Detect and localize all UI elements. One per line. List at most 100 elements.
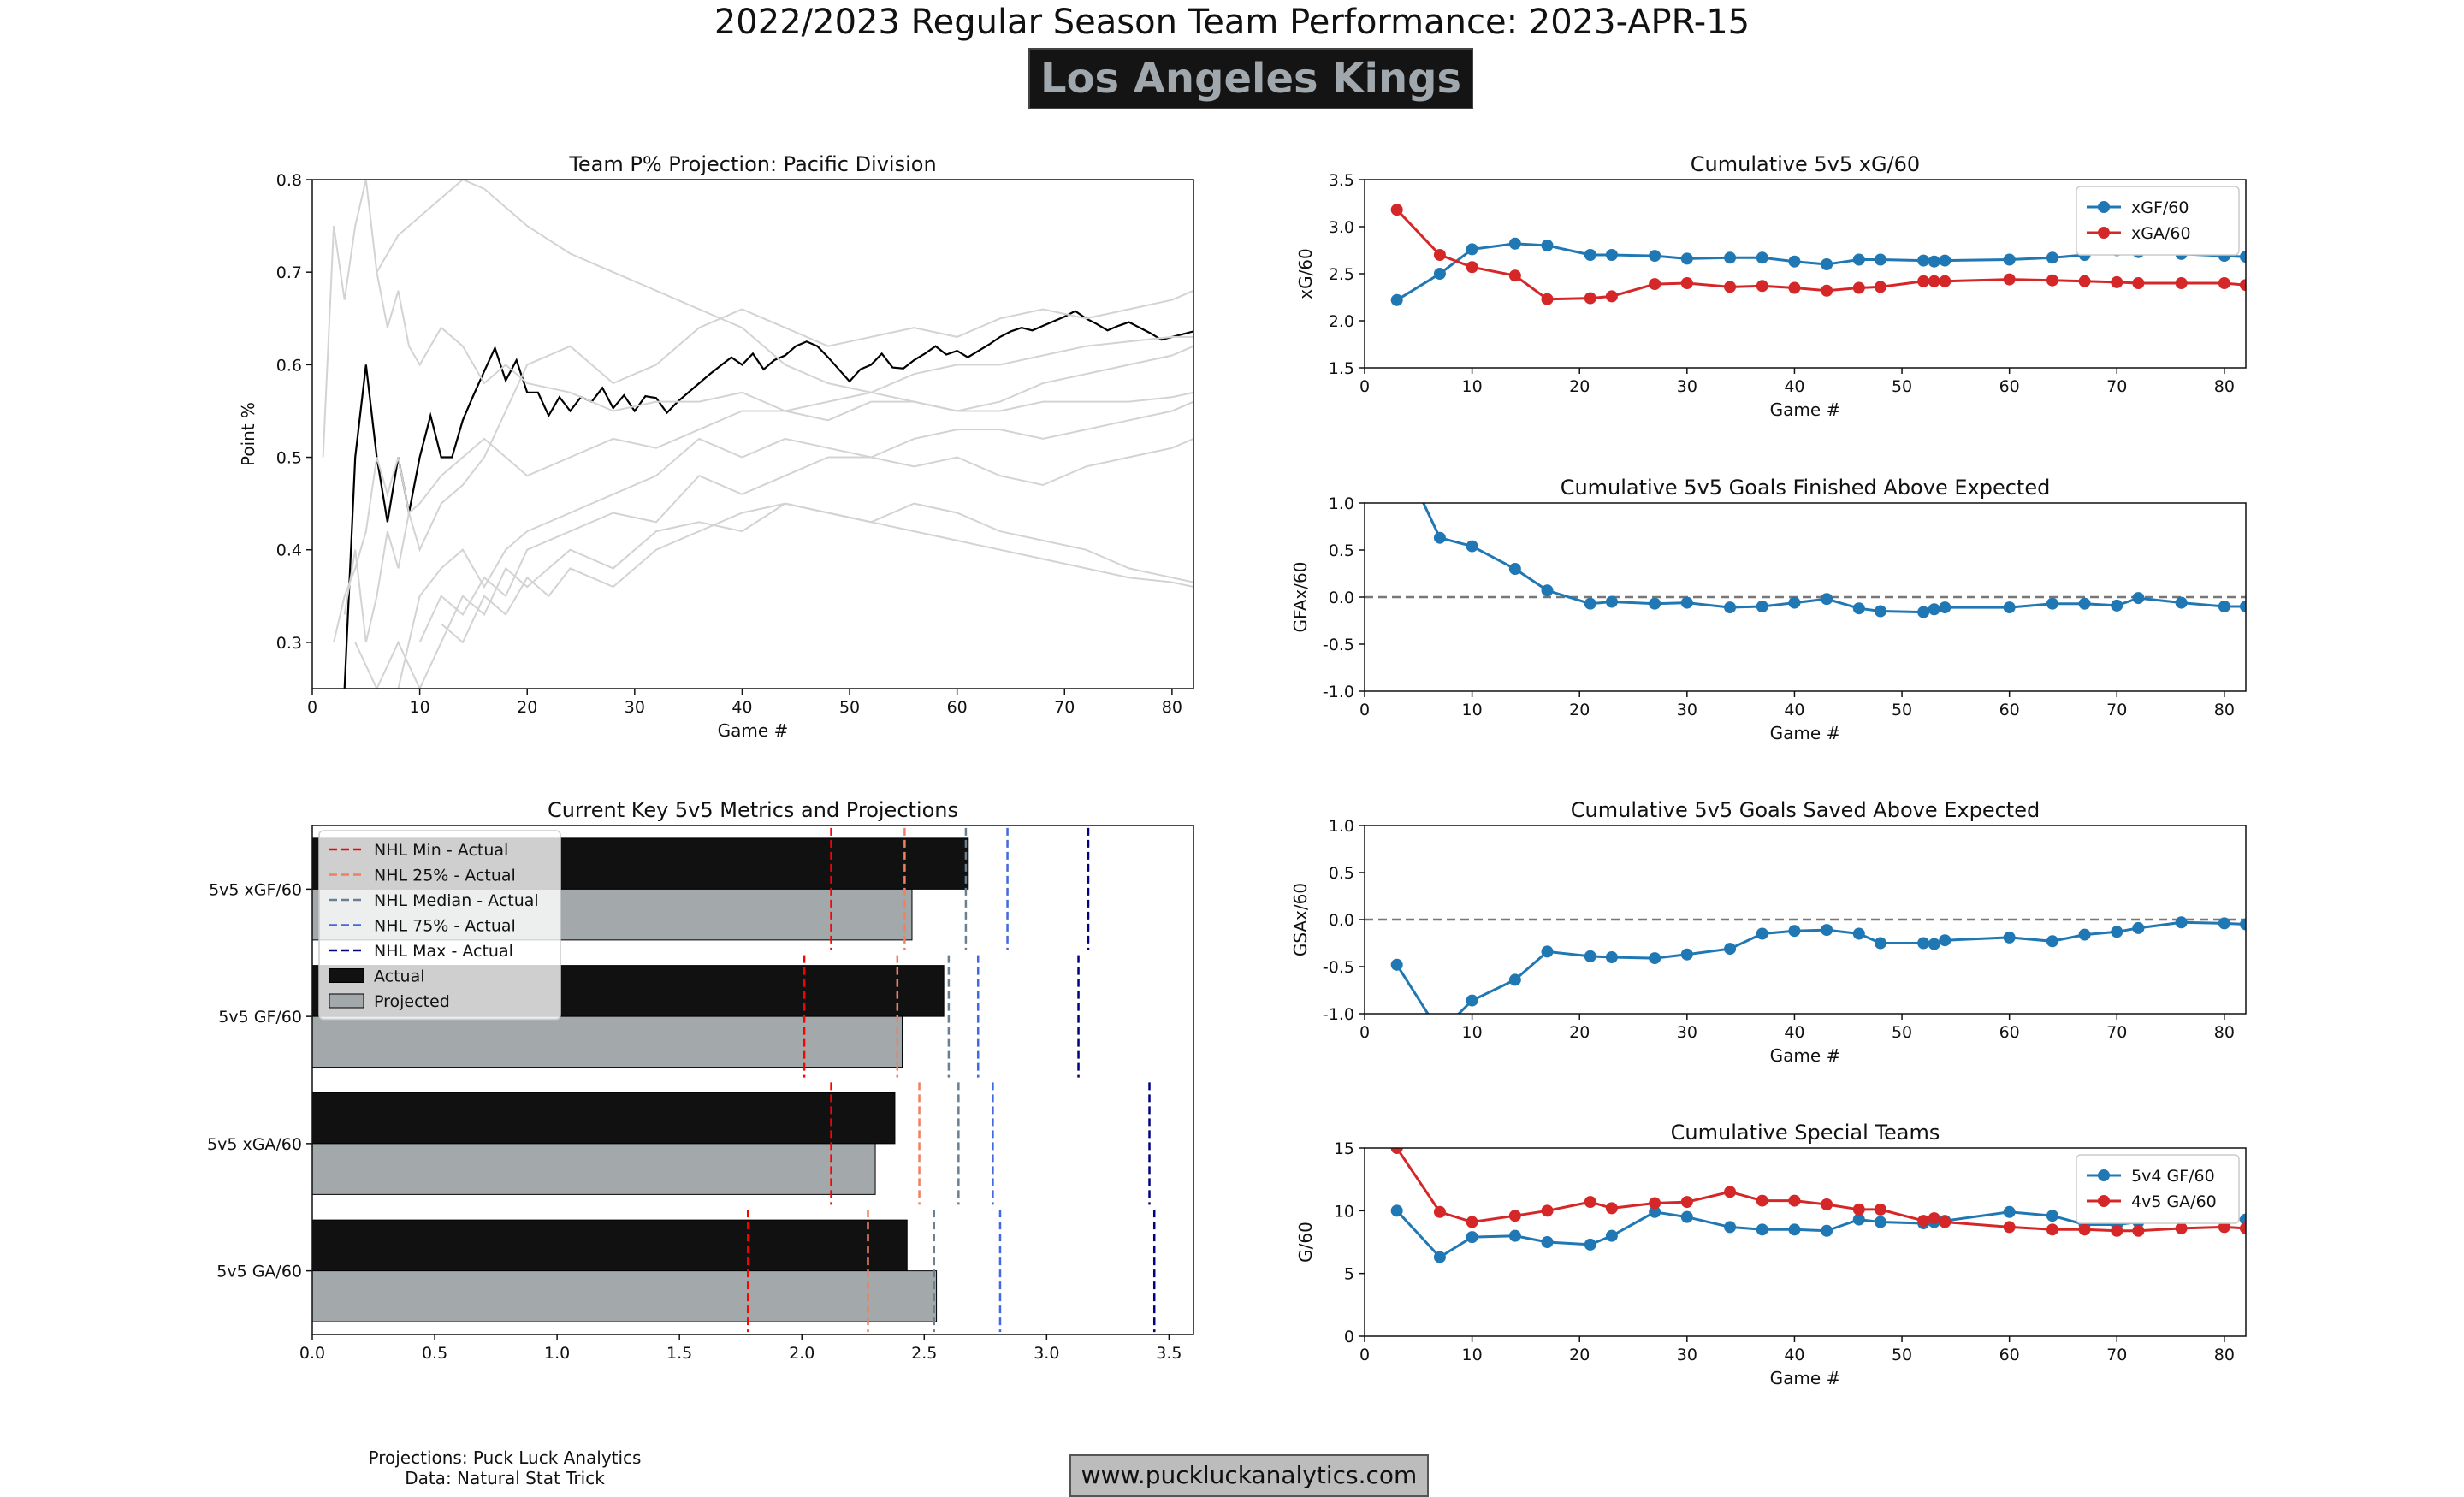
data-point	[1649, 278, 1661, 291]
data-point	[2175, 596, 2188, 609]
data-point	[1756, 601, 1768, 612]
x-tick-label: 50	[1892, 377, 1912, 396]
team-name-banner: Los Angeles Kings	[1028, 48, 1473, 109]
data-point	[1508, 237, 1521, 250]
y-tick-label: 0.5	[276, 449, 302, 468]
x-tick-label: 40	[1784, 377, 1804, 396]
series-line	[1395, 920, 2246, 1014]
data-point	[1466, 261, 1478, 274]
legend-box	[2076, 1154, 2240, 1224]
data-point	[1541, 240, 1554, 251]
data-point	[1788, 1194, 1801, 1207]
plot-frame	[1364, 502, 2247, 692]
legend-label: NHL Min - Actual	[374, 841, 508, 860]
data-point	[1852, 1203, 1865, 1216]
legend-label: 4v5 GA/60	[2131, 1192, 2217, 1211]
plot-area	[322, 180, 1194, 689]
y-tick-label: 0.3	[276, 634, 302, 653]
data-point	[1821, 1198, 1833, 1210]
chart-title: Cumulative 5v5 Goals Finished Above Expe…	[1561, 476, 2051, 500]
x-tick-label: 70	[2106, 377, 2127, 396]
y-tick-label: 3.5	[1329, 171, 1354, 190]
data-point	[1928, 938, 1940, 950]
data-point	[2003, 253, 2016, 266]
data-point	[1649, 1205, 1661, 1218]
x-tick-label: 1.0	[544, 1344, 570, 1363]
series-line	[333, 345, 1194, 643]
x-tick-label: 10	[1462, 1023, 1483, 1042]
data-point	[1584, 950, 1596, 962]
data-point	[1433, 249, 1446, 261]
data-point	[1605, 1202, 1618, 1215]
data-point	[1821, 284, 1833, 297]
data-point	[1724, 943, 1737, 956]
y-tick-label: 0.7	[276, 263, 302, 282]
category-label: 5v5 GF/60	[218, 1008, 302, 1027]
plot-frame	[1364, 179, 2247, 369]
credits: Projections: Puck Luck Analytics Data: N…	[359, 1447, 650, 1488]
data-point	[1874, 1216, 1886, 1228]
data-point	[1756, 280, 1768, 293]
series-line	[376, 180, 1194, 393]
data-point	[1466, 1231, 1478, 1244]
x-tick-label: 20	[1569, 1346, 1590, 1364]
data-point	[1852, 927, 1865, 940]
legend-marker	[2098, 1195, 2110, 1207]
x-tick-label: 20	[1569, 1023, 1590, 1042]
data-point	[1390, 1204, 1403, 1217]
data-point	[2240, 601, 2246, 612]
data-point	[1724, 251, 1737, 264]
x-tick-label: 40	[1784, 1346, 1804, 1364]
x-tick-label: 30	[1677, 1346, 1697, 1364]
legend-label: Projected	[374, 992, 450, 1011]
data-point	[1939, 601, 1952, 614]
data-point	[2240, 1222, 2246, 1234]
data-point	[1466, 1216, 1478, 1228]
x-tick-label: 30	[1677, 701, 1697, 719]
data-point	[2003, 1221, 2016, 1234]
x-tick-label: 0.0	[299, 1344, 325, 1363]
legend-marker	[2098, 227, 2110, 239]
x-tick-label: 10	[1462, 1346, 1483, 1364]
legend-label: Actual	[374, 967, 425, 986]
website-link[interactable]: www.puckluckanalytics.com	[1069, 1454, 1429, 1497]
legend-marker	[2098, 1169, 2110, 1181]
plot-frame	[311, 825, 1194, 1335]
data-point	[1466, 243, 1478, 256]
series-line	[322, 180, 1194, 458]
actual-bar	[311, 1092, 896, 1145]
data-point	[1939, 1216, 1952, 1228]
x-tick-label: 50	[1892, 701, 1912, 719]
data-point	[1391, 441, 1403, 453]
x-tick-label: 60	[1999, 1023, 2020, 1042]
data-point	[2046, 1210, 2058, 1222]
data-point	[1874, 605, 1886, 618]
data-point	[1508, 269, 1521, 282]
data-point	[1508, 1210, 1521, 1222]
data-point	[1788, 281, 1801, 294]
data-point	[1508, 973, 1521, 986]
series-line	[343, 289, 1194, 643]
data-point	[1680, 1210, 1693, 1223]
plot-frame	[1364, 825, 2247, 1015]
x-tick-label: 80	[2214, 1346, 2235, 1364]
y-axis-label: GFAx/60	[1290, 562, 1311, 633]
x-tick-label: 70	[2106, 701, 2127, 719]
legend-label: NHL Max - Actual	[374, 942, 513, 961]
y-tick-label: 0.0	[1329, 589, 1354, 607]
data-point	[1605, 1229, 1618, 1242]
data-point	[1939, 275, 1952, 287]
data-point	[2078, 928, 2091, 941]
data-point	[1874, 1203, 1886, 1216]
series-line	[1422, 503, 2246, 614]
y-tick-label: 0.0	[1329, 911, 1354, 930]
page-title: 2022/2023 Regular Season Team Performanc…	[714, 3, 1750, 42]
data-point	[2078, 1223, 2091, 1236]
y-axis-label: xG/60	[1295, 248, 1316, 299]
data-point	[2046, 251, 2058, 264]
plot-area	[1365, 916, 2246, 1014]
credits-projections: Projections: Puck Luck Analytics	[368, 1447, 642, 1468]
legend-label: xGF/60	[2131, 198, 2189, 217]
x-tick-label: 50	[839, 698, 860, 717]
data-point	[1649, 597, 1661, 610]
